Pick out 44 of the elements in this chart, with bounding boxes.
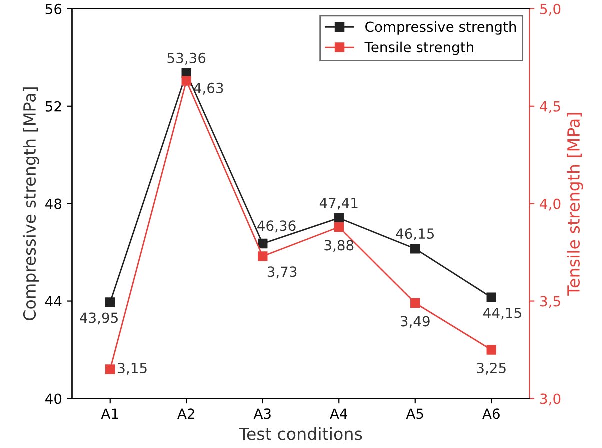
y-axis-title: Compressive strength [MPa] <box>23 88 40 320</box>
point <box>410 244 420 254</box>
y-tick-label: 52 <box>46 101 62 112</box>
x-axis-title: Test conditions <box>239 427 362 440</box>
data-label: 3,49 <box>400 316 430 328</box>
data-label: 3,15 <box>118 363 147 375</box>
point <box>410 298 420 308</box>
data-label: 44,15 <box>484 308 522 320</box>
x-tick-label: A3 <box>254 408 271 420</box>
point <box>334 222 344 232</box>
y2-tick-label: 5,0 <box>540 4 561 16</box>
data-label: 3,25 <box>477 362 506 375</box>
data-label: 43,95 <box>80 312 118 325</box>
x-tick-label: A2 <box>178 408 194 419</box>
data-label: 3,73 <box>268 266 297 279</box>
y2-tick-label: 4,5 <box>540 102 560 114</box>
y2-tick-label: 4,0 <box>540 198 561 211</box>
data-label: 47,41 <box>320 198 358 210</box>
point <box>258 238 268 249</box>
y-tick-label: 48 <box>46 198 62 210</box>
x-tick-label: A1 <box>101 408 118 419</box>
point <box>486 345 496 355</box>
point <box>258 252 268 262</box>
data-label: 53,36 <box>168 52 206 65</box>
y-tick-label: 40 <box>46 394 62 404</box>
data-label: 46,36 <box>258 220 296 233</box>
point <box>182 76 192 86</box>
data-label: 46,15 <box>396 228 434 240</box>
y2-axis-title: Tensile strength [MPa] <box>567 113 584 296</box>
point <box>106 298 116 308</box>
x-tick-label: A6 <box>482 408 500 420</box>
y-tick-label: 44 <box>46 296 62 307</box>
point <box>334 213 344 224</box>
data-label: 3,88 <box>324 240 354 252</box>
y2-tick-label: 3,0 <box>540 394 561 406</box>
y2-tick-label: 3,5 <box>540 296 560 308</box>
legend-label: Tensile strength <box>364 42 474 56</box>
point <box>106 364 116 374</box>
point <box>486 292 496 302</box>
x-tick-label: A5 <box>406 408 424 420</box>
x-tick-label: A4 <box>330 408 348 419</box>
data-label: 4,63 <box>194 82 224 95</box>
y-tick-label: 56 <box>46 4 62 14</box>
legend-label: Compressive strength <box>366 21 516 35</box>
